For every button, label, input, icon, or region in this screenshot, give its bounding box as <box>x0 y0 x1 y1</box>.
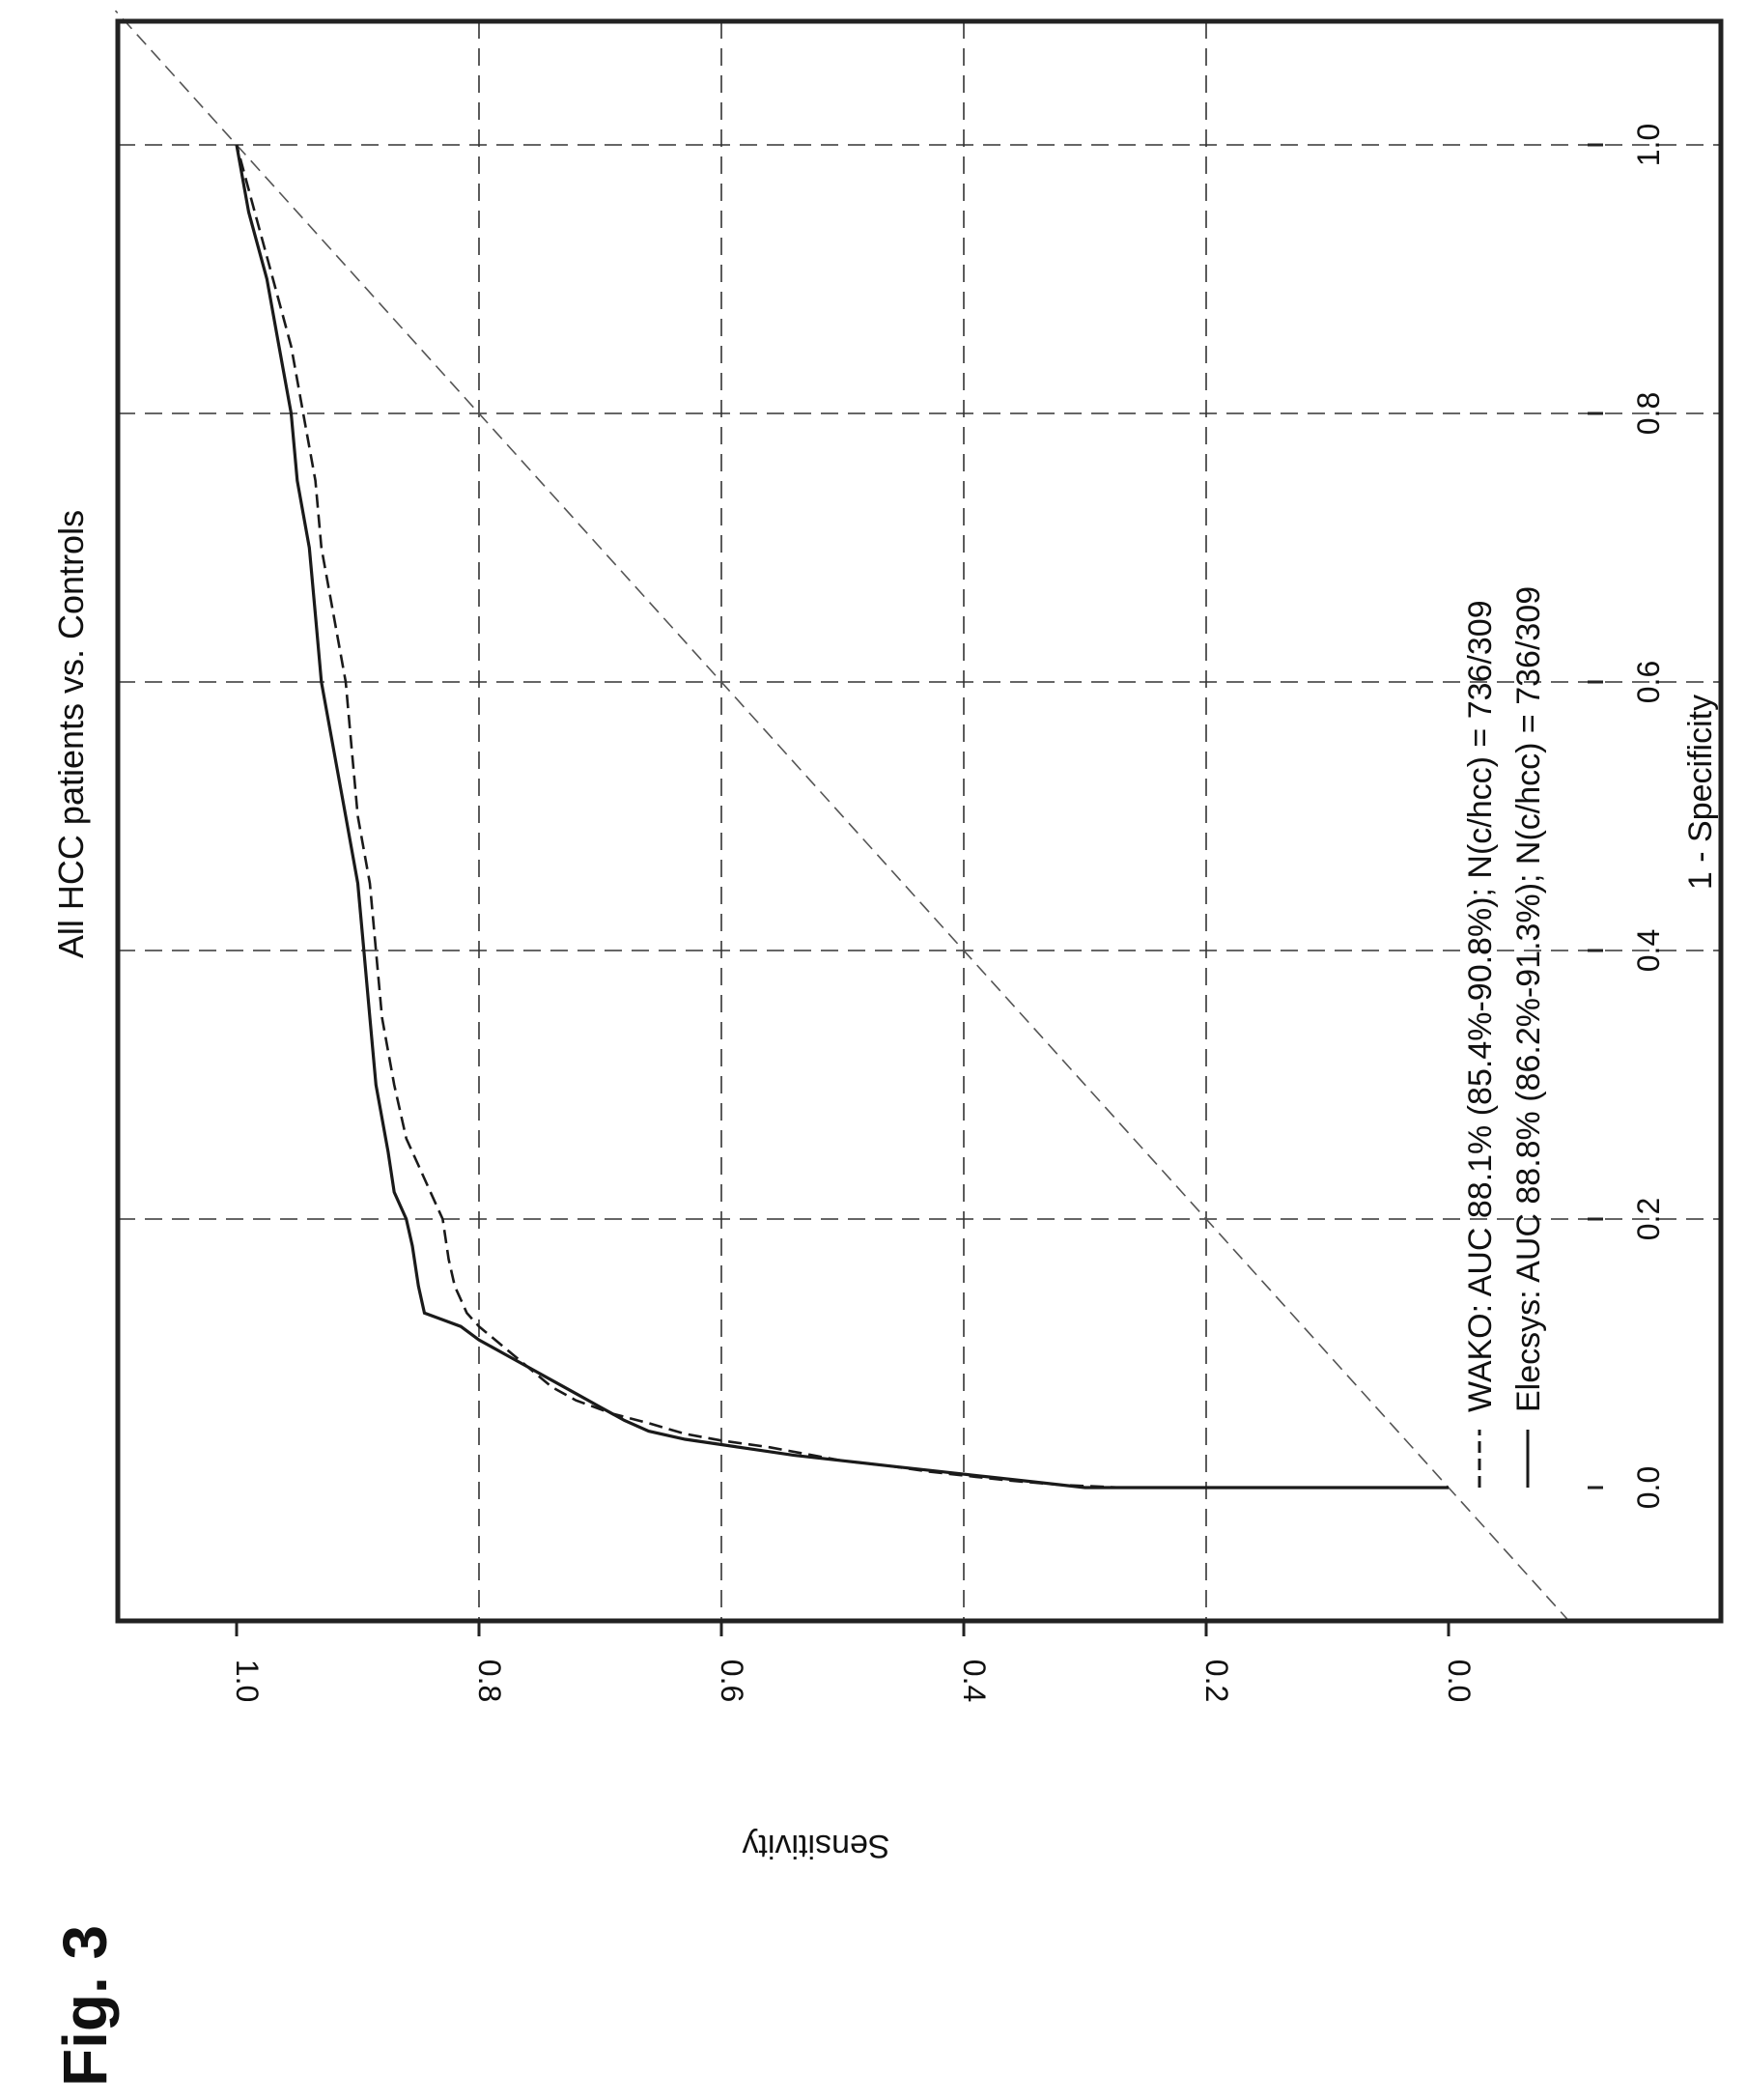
x-tick-label: 0.4 <box>1631 929 1666 972</box>
axis-ticks: 0.0 0.2 0.4 0.6 0.8 1.0 0.0 0.2 0.4 0.6 0.8 1.0 <box>230 124 1666 1702</box>
x-tick-label: 0.2 <box>1631 1198 1666 1240</box>
chart-title: All HCC patients vs. Controls <box>51 510 91 958</box>
x-tick-label: 1.0 <box>1631 124 1666 166</box>
legend-elecsys-label: Elecsys: AUC 88.8% (86.2%-91.3%); N(c/hc… <box>1510 586 1547 1412</box>
x-tick-label: 0.0 <box>1631 1466 1666 1509</box>
y-tick-label: 0.4 <box>957 1660 992 1702</box>
reference-diagonal <box>114 10 1571 1623</box>
x-tick-label: 0.6 <box>1631 661 1666 703</box>
y-axis-label: Sensitivity <box>742 1828 889 1864</box>
y-tick-label: 0.8 <box>472 1660 507 1702</box>
y-tick-label: 0.2 <box>1199 1660 1234 1702</box>
reference-line <box>114 10 1571 1623</box>
elecsys-roc-curve <box>235 144 1449 1490</box>
plot-frame <box>115 18 1724 1624</box>
legend: WAKO: AUC 88.1% (85.4%-90.8%); N(c/hcc) … <box>1462 586 1547 1488</box>
x-axis-label: 1 - Specificity <box>1682 695 1719 890</box>
legend-wako-label: WAKO: AUC 88.1% (85.4%-90.8%); N(c/hcc) … <box>1462 600 1499 1412</box>
grid-lines <box>118 21 1721 1621</box>
y-tick-label: 0.6 <box>715 1660 749 1702</box>
y-tick-label: 1.0 <box>230 1660 265 1702</box>
roc-curves <box>235 144 1449 1490</box>
figure-label: Fig. 3 <box>50 1925 120 2086</box>
x-tick-label: 0.8 <box>1631 392 1666 435</box>
y-tick-label: 0.0 <box>1442 1660 1477 1702</box>
